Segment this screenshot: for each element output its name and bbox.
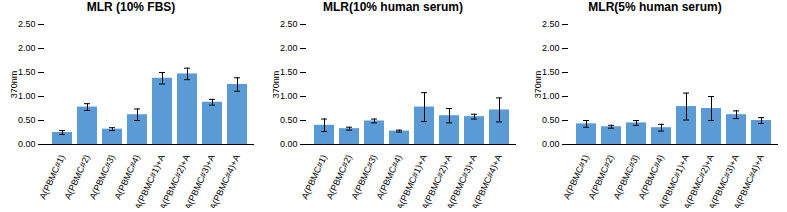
svg-text:1.50: 1.50: [18, 67, 36, 77]
svg-text:A(PBMC#4)+A: A(PBMC#4)+A: [470, 153, 504, 208]
html-text:MLR (10% FBS): MLR (10% FBS): [86, 0, 176, 14]
svg-text:370nm: 370nm: [271, 71, 281, 99]
svg-text:A(PBMC#1): A(PBMC#1): [38, 153, 67, 201]
svg-text:A(PBMC#4): A(PBMC#4): [113, 153, 142, 201]
html-text:MLR(5% human serum): MLR(5% human serum): [588, 0, 722, 14]
svg-text:A(PBMC#4)+A: A(PBMC#4)+A: [208, 153, 242, 208]
svg-text:A(PBMC#4): A(PBMC#4): [637, 153, 666, 201]
svg-text:1.00: 1.00: [280, 91, 298, 101]
svg-text:0.00: 0.00: [18, 139, 36, 149]
svg-text:A(PBMC#4)+A: A(PBMC#4)+A: [732, 153, 766, 208]
svg-text:0.00: 0.00: [280, 139, 298, 149]
svg-text:A(PBMC#2): A(PBMC#2): [587, 153, 616, 201]
svg-text:A(PBMC#2): A(PBMC#2): [63, 153, 92, 201]
svg-text:2.00: 2.00: [280, 43, 298, 53]
svg-text:A(PBMC#4): A(PBMC#4): [375, 153, 404, 201]
svg-text:1.50: 1.50: [280, 67, 298, 77]
svg-text:0.50: 0.50: [18, 115, 36, 125]
svg-text:0.50: 0.50: [280, 115, 298, 125]
svg-text:1.00: 1.00: [18, 91, 36, 101]
svg-text:2.00: 2.00: [18, 43, 36, 53]
svg-text:370nm: 370nm: [533, 71, 543, 99]
svg-text:0.00: 0.00: [542, 139, 560, 149]
svg-text:2.50: 2.50: [280, 19, 298, 29]
svg-text:370nm: 370nm: [9, 71, 19, 99]
svg-text:A(PBMC#3): A(PBMC#3): [350, 153, 379, 201]
svg-text:2.50: 2.50: [542, 19, 560, 29]
svg-text:1.00: 1.00: [542, 91, 560, 101]
svg-text:A(PBMC#2): A(PBMC#2): [325, 153, 354, 201]
svg-text:2.50: 2.50: [18, 19, 36, 29]
html-text:MLR(10% human serum): MLR(10% human serum): [323, 0, 463, 14]
svg-text:A(PBMC#1): A(PBMC#1): [300, 153, 329, 201]
svg-text:A(PBMC#3): A(PBMC#3): [88, 153, 117, 201]
svg-text:0.50: 0.50: [542, 115, 560, 125]
svg-text:A(PBMC#3): A(PBMC#3): [612, 153, 641, 201]
svg-text:2.00: 2.00: [542, 43, 560, 53]
svg-text:A(PBMC#1): A(PBMC#1): [562, 153, 591, 201]
svg-text:1.50: 1.50: [542, 67, 560, 77]
